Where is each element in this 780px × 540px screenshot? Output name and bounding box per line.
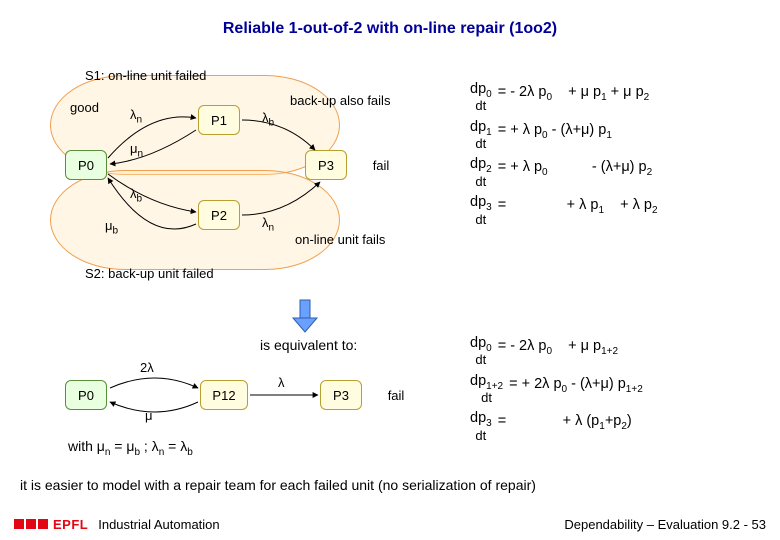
s2-label: S2: back-up unit failed — [85, 266, 214, 281]
label-failb: fail — [375, 380, 417, 410]
elabel-ln1: λn — [130, 107, 142, 126]
slide-title: Reliable 1-out-of-2 with on-line repair … — [0, 0, 780, 38]
node-p3b: P3 — [320, 380, 362, 410]
label-backup-fails: back-up also fails — [290, 93, 390, 108]
s1-label: S1: on-line unit failed — [85, 68, 206, 83]
node-p12: P12 — [200, 380, 248, 410]
footer-right: Dependability – Evaluation 9.2 - 53 — [564, 517, 766, 532]
with-label: with μn = μb ; λn = λb — [68, 438, 193, 458]
node-p3: P3 — [305, 150, 347, 180]
elabel-mun: μn — [130, 141, 143, 160]
elabel-2l: 2λ — [140, 360, 154, 375]
arrow-down-icon — [290, 298, 320, 334]
footer-left: Industrial Automation — [98, 517, 219, 532]
node-p0: P0 — [65, 150, 107, 180]
elabel-mub: μb — [105, 218, 118, 237]
elabel-l: λ — [278, 375, 285, 390]
epfl-logo: EPFL — [14, 517, 88, 532]
label-online-fails: on-line unit fails — [295, 232, 385, 247]
equations-top: dp0dt= - 2λ p0 + μ p1 + μ p2 dp1dt= + λ … — [470, 83, 770, 234]
equations-bottom: dp0dt= - 2λ p0 + μ p1+2 dp1+2dt= + 2λ p0… — [470, 337, 770, 450]
node-p1: P1 — [198, 105, 240, 135]
node-p0b: P0 — [65, 380, 107, 410]
bottom-note: it is easier to model with a repair team… — [20, 477, 536, 493]
footer: EPFL Industrial Automation Dependability… — [0, 508, 780, 540]
elabel-lb1: λb — [130, 186, 142, 205]
region-s2 — [50, 170, 340, 270]
equiv-label: is equivalent to: — [260, 337, 357, 353]
label-fail: fail — [360, 150, 402, 180]
elabel-lb2: λb — [262, 110, 274, 129]
elabel-mu: μ — [145, 408, 153, 423]
elabel-ln2: λn — [262, 215, 274, 234]
good-label: good — [70, 100, 99, 115]
node-p2: P2 — [198, 200, 240, 230]
